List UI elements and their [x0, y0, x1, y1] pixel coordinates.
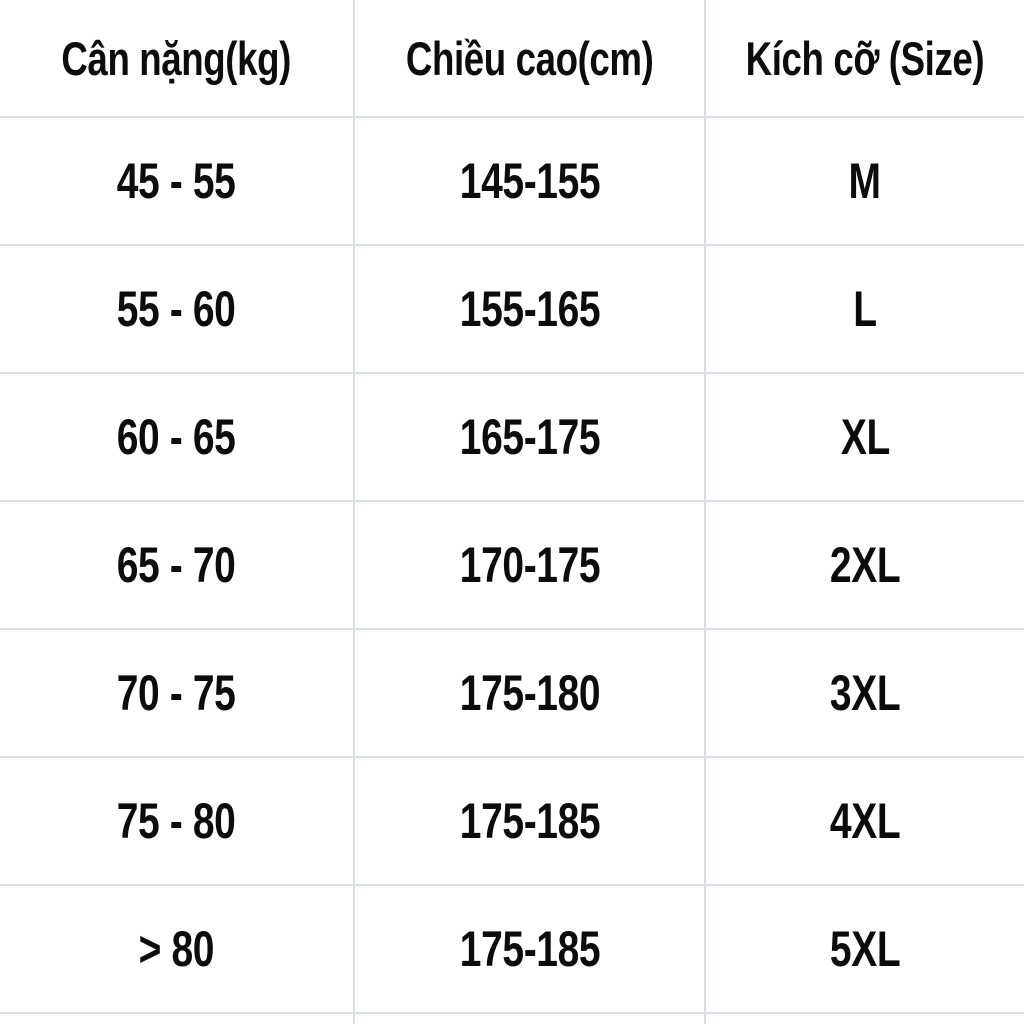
- table-row-6-height: 175-185: [355, 758, 706, 886]
- size-value: 3XL: [829, 665, 901, 721]
- height-value: 175-185: [459, 921, 600, 977]
- weight-value: 70 - 75: [117, 665, 236, 721]
- table-row-1-height: 145-155: [355, 118, 706, 246]
- table-row-6-weight: 75 - 80: [0, 758, 355, 886]
- height-value: 165-175: [459, 409, 600, 465]
- table-row-3-height: 165-175: [355, 374, 706, 502]
- weight-value: 55 - 60: [117, 281, 236, 337]
- size-value: L: [853, 281, 877, 337]
- table-row-7-height: 175-185: [355, 886, 706, 1014]
- table-row-2-height: 155-165: [355, 246, 706, 374]
- table-row-4-weight: 65 - 70: [0, 502, 355, 630]
- header-weight: Cân nặng(kg): [0, 0, 355, 118]
- table-row-6-size: 4XL: [706, 758, 1024, 886]
- size-value: M: [848, 153, 882, 209]
- size-value: 4XL: [829, 793, 901, 849]
- table-row-4-size: 2XL: [706, 502, 1024, 630]
- header-height-label: Chiều cao(cm): [405, 31, 654, 85]
- table-row-5-height: 175-180: [355, 630, 706, 758]
- header-size: Kích cỡ (Size): [706, 0, 1024, 118]
- table-row-5-size: 3XL: [706, 630, 1024, 758]
- table-row-7-weight: > 80: [0, 886, 355, 1014]
- weight-value: 75 - 80: [117, 793, 236, 849]
- table-row-7-size: 5XL: [706, 886, 1024, 1014]
- table-row-3-size: XL: [706, 374, 1024, 502]
- partial-row-height-cell: [355, 1014, 706, 1024]
- partial-row-weight-cell: [0, 1014, 355, 1024]
- size-value: 2XL: [829, 537, 901, 593]
- weight-value: 60 - 65: [117, 409, 236, 465]
- weight-value: 45 - 55: [117, 153, 236, 209]
- table-row-1-weight: 45 - 55: [0, 118, 355, 246]
- header-weight-label: Cân nặng(kg): [61, 31, 292, 85]
- table-row-3-weight: 60 - 65: [0, 374, 355, 502]
- height-value: 170-175: [459, 537, 600, 593]
- header-size-label: Kích cỡ (Size): [745, 31, 985, 85]
- table-row-2-size: L: [706, 246, 1024, 374]
- table-row-5-weight: 70 - 75: [0, 630, 355, 758]
- height-value: 175-180: [459, 665, 600, 721]
- table-row-2-weight: 55 - 60: [0, 246, 355, 374]
- partial-row-size-cell: [706, 1014, 1024, 1024]
- size-value: XL: [840, 409, 890, 465]
- header-height: Chiều cao(cm): [355, 0, 706, 118]
- height-value: 155-165: [459, 281, 600, 337]
- height-value: 145-155: [459, 153, 600, 209]
- size-value: 5XL: [829, 921, 901, 977]
- height-value: 175-185: [459, 793, 600, 849]
- table-row-1-size: M: [706, 118, 1024, 246]
- weight-value: 65 - 70: [117, 537, 236, 593]
- table-row-4-height: 170-175: [355, 502, 706, 630]
- weight-value: > 80: [138, 921, 215, 977]
